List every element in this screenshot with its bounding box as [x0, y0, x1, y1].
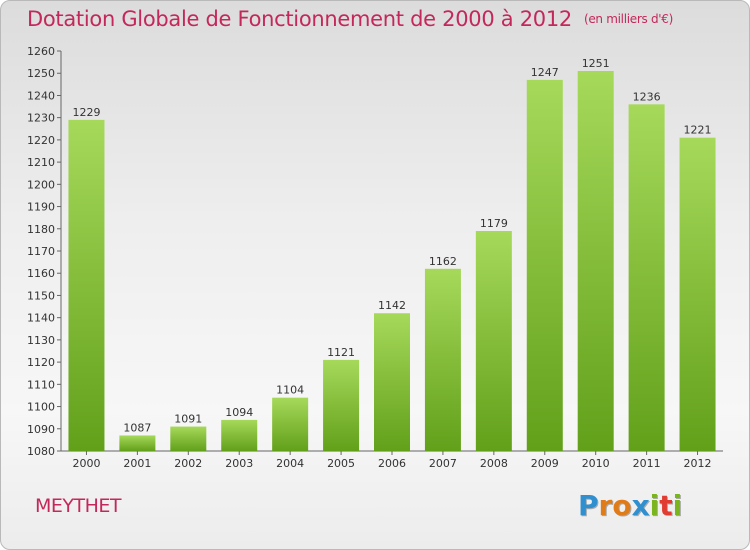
- data-label: 1247: [531, 66, 559, 79]
- logo-letter: o: [612, 489, 632, 522]
- proxiti-logo: Proxiti: [578, 489, 682, 522]
- y-tick-label: 1170: [27, 245, 55, 258]
- y-tick-label: 1160: [27, 267, 55, 280]
- commune-name: MEYTHET: [35, 495, 122, 517]
- data-label: 1221: [684, 124, 712, 137]
- logo-letter: t: [659, 489, 673, 522]
- x-tick-label: 2011: [633, 457, 661, 470]
- x-tick-label: 2009: [531, 457, 559, 470]
- bar: [424, 268, 461, 451]
- y-tick-label: 1260: [27, 45, 55, 58]
- y-tick-label: 1250: [27, 67, 55, 80]
- y-tick-label: 1230: [27, 112, 55, 125]
- bar: [170, 426, 207, 451]
- logo-letter: i: [649, 489, 660, 522]
- x-tick-label: 2005: [327, 457, 355, 470]
- bar: [679, 137, 716, 451]
- y-tick-label: 1100: [27, 401, 55, 414]
- data-label: 1091: [174, 413, 202, 426]
- data-label: 1142: [378, 299, 406, 312]
- data-label: 1094: [225, 406, 253, 419]
- y-tick-label: 1080: [27, 445, 55, 458]
- x-tick-label: 2002: [174, 457, 202, 470]
- y-tick-label: 1190: [27, 201, 55, 214]
- bar: [119, 435, 156, 451]
- logo-letter: x: [631, 489, 650, 522]
- logo-letter: P: [578, 489, 599, 522]
- bar: [526, 79, 563, 451]
- data-label: 1162: [429, 255, 457, 268]
- x-tick-label: 2012: [684, 457, 712, 470]
- bar: [374, 313, 410, 451]
- y-tick-label: 1210: [27, 156, 55, 169]
- bar: [323, 359, 360, 451]
- y-tick-label: 1200: [27, 178, 55, 191]
- data-label: 1179: [480, 217, 508, 230]
- chart-title-text: Dotation Globale de Fonctionnement de 20…: [27, 7, 572, 31]
- y-tick-label: 1150: [27, 289, 55, 302]
- x-tick-label: 2001: [123, 457, 151, 470]
- x-tick-label: 2010: [582, 457, 610, 470]
- bar: [272, 397, 309, 451]
- bar: [577, 71, 614, 451]
- bar: [475, 231, 512, 451]
- bar: [68, 119, 105, 451]
- data-label: 1236: [633, 90, 661, 103]
- data-label: 1104: [276, 384, 304, 397]
- x-tick-label: 2000: [72, 457, 100, 470]
- data-label: 1229: [72, 106, 100, 119]
- data-label: 1121: [327, 346, 355, 359]
- y-tick-label: 1240: [27, 89, 55, 102]
- y-tick-label: 1110: [27, 378, 55, 391]
- y-tick-label: 1140: [27, 312, 55, 325]
- y-tick-label: 1120: [27, 356, 55, 369]
- x-tick-label: 2007: [429, 457, 457, 470]
- data-label: 1251: [582, 57, 610, 70]
- x-tick-label: 2003: [225, 457, 253, 470]
- logo-letter: r: [598, 489, 613, 522]
- x-tick-label: 2008: [480, 457, 508, 470]
- y-tick-label: 1130: [27, 334, 55, 347]
- y-tick-label: 1180: [27, 223, 55, 236]
- bar: [628, 104, 665, 451]
- y-tick-label: 1220: [27, 134, 55, 147]
- x-tick-label: 2006: [378, 457, 406, 470]
- bar: [221, 419, 258, 451]
- chart-title: Dotation Globale de Fonctionnement de 20…: [27, 7, 673, 31]
- x-tick-label: 2004: [276, 457, 304, 470]
- data-label: 1087: [123, 421, 151, 434]
- logo-letter: i: [672, 489, 683, 522]
- y-tick-label: 1090: [27, 423, 55, 436]
- chart-unit: (en milliers d'€): [583, 12, 673, 26]
